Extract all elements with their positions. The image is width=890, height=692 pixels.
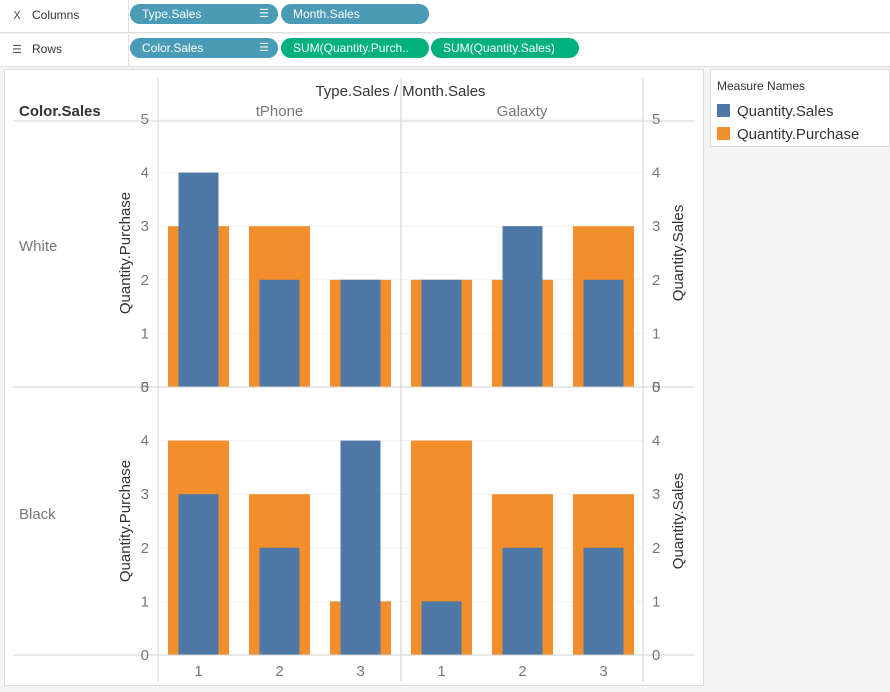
legend: Measure Names Quantity.Sales Quantity.Pu… [710,69,890,147]
left-tick-label: 4 [141,165,149,182]
left-tick-label: 0 [141,379,149,396]
right-tick-label: 1 [652,593,660,610]
right-tick-label: 1 [652,325,660,342]
bar-sales-white-galaxty-2[interactable] [502,226,543,387]
rows-shelf: ☰ Rows Color.Sales ☰ SUM(Quantity.Purch.. … [0,34,890,67]
bar-sales-black-galaxty-2[interactable] [502,547,543,655]
left-tick-label: 4 [141,433,149,450]
bar-sales-white-tphone-1[interactable] [178,172,219,387]
bar-sales-black-tphone-2[interactable] [259,547,300,655]
left-tick-label: 1 [141,325,149,342]
left-tick-label: 5 [141,111,149,128]
left-tick-label: 3 [141,486,149,503]
left-tick-label: 5 [141,379,149,396]
left-axis-title: Quantity.Purchase [117,192,134,314]
bar-sales-white-tphone-2[interactable] [259,279,300,387]
rows-pill-sum-quantity-sales[interactable]: SUM(Quantity.Sales) [431,38,579,58]
row-label-black: Black [19,506,56,523]
left-tick-label: 1 [141,593,149,610]
columns-pill-month-sales[interactable]: Month.Sales [281,4,429,24]
columns-shelf-label: Ⅹ Columns [0,0,129,32]
month-label-galaxty-2: 2 [518,663,526,680]
left-tick-label: 0 [141,647,149,664]
legend-item-quantity-sales[interactable]: Quantity.Sales [717,103,833,120]
rows-pill-color-sales[interactable]: Color.Sales ☰ [130,38,278,58]
bar-sales-black-tphone-3[interactable] [340,440,381,655]
chart: Type.Sales / Month.Sales Color.Sales tPhon… [13,78,695,682]
rows-pill-sum-quantity-purchase[interactable]: SUM(Quantity.Purch.. [281,38,429,58]
month-label-tphone-3: 3 [356,663,364,680]
bar-sales-white-galaxty-1[interactable] [421,279,462,387]
right-tick-label: 2 [652,540,660,557]
left-tick-label: 3 [141,218,149,235]
right-axis-title: Quantity.Sales [670,205,687,301]
legend-item-quantity-purchase[interactable]: Quantity.Purchase [717,126,859,143]
month-label-tphone-2: 2 [275,663,283,680]
columns-shelf: Ⅹ Columns Type.Sales ☰ Month.Sales [0,0,890,33]
right-tick-label: 0 [652,647,660,664]
worksheet: Type.Sales / Month.Sales Color.Sales tPhon… [4,69,704,686]
right-tick-label: 3 [652,218,660,235]
legend-swatch-purchase [717,127,730,140]
column-header-tphone: tPhone [256,103,304,120]
bar-sales-black-tphone-1[interactable] [178,494,219,655]
right-tick-label: 4 [652,165,660,182]
month-label-tphone-1: 1 [194,663,202,680]
rows-icon: ☰ [12,44,22,56]
legend-swatch-sales [717,104,730,117]
row-header-color-sales: Color.Sales [19,103,101,120]
bar-sales-white-galaxty-3[interactable] [583,279,624,387]
left-tick-label: 2 [141,540,149,557]
sort-descending-icon[interactable]: ☰ [259,8,269,20]
right-axis-title: Quantity.Sales [670,473,687,569]
chart-title: Type.Sales / Month.Sales [315,83,485,100]
sort-descending-icon[interactable]: ☰ [259,42,269,54]
right-tick-label: 5 [652,379,660,396]
row-label-white: White [19,238,57,255]
right-tick-label: 0 [652,379,660,396]
rows-shelf-label: ☰ Rows [0,34,129,66]
right-tick-label: 3 [652,486,660,503]
month-label-galaxty-3: 3 [599,663,607,680]
bar-sales-black-galaxty-3[interactable] [583,547,624,655]
right-tick-label: 2 [652,272,660,289]
right-tick-label: 5 [652,111,660,128]
columns-icon: Ⅹ [13,10,21,22]
column-header-galaxty: Galaxty [497,103,548,120]
bar-sales-black-galaxty-1[interactable] [421,601,462,655]
month-label-galaxty-1: 1 [437,663,445,680]
bar-sales-white-tphone-3[interactable] [340,279,381,387]
left-axis-title: Quantity.Purchase [117,460,134,582]
right-tick-label: 4 [652,433,660,450]
columns-pill-type-sales[interactable]: Type.Sales ☰ [130,4,278,24]
legend-title: Measure Names [717,79,806,93]
left-tick-label: 2 [141,272,149,289]
